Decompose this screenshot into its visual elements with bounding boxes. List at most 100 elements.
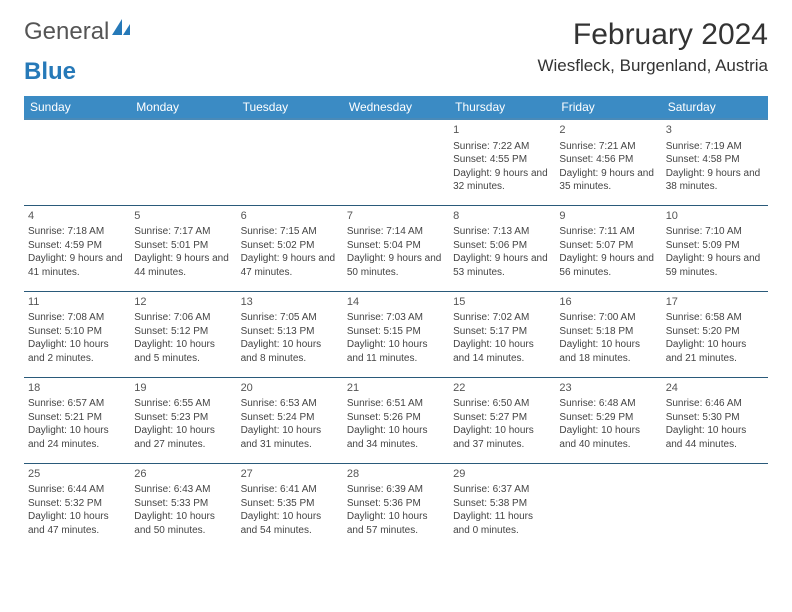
day-number: 23 <box>559 381 657 396</box>
day-detail-line: Sunset: 4:56 PM <box>559 153 657 167</box>
day-detail-line: Daylight: 10 hours and 40 minutes. <box>559 424 657 451</box>
day-detail-line: Sunset: 5:04 PM <box>347 239 445 253</box>
day-detail-line: Daylight: 10 hours and 50 minutes. <box>134 510 232 537</box>
day-detail-line: Sunrise: 7:11 AM <box>559 225 657 239</box>
day-detail-line: Sunset: 5:24 PM <box>241 411 339 425</box>
day-detail-line: Sunrise: 7:17 AM <box>134 225 232 239</box>
day-detail-line: Sunset: 5:36 PM <box>347 497 445 511</box>
day-cell <box>130 119 236 205</box>
day-detail-line: Daylight: 10 hours and 2 minutes. <box>28 338 126 365</box>
day-detail-line: Sunrise: 7:22 AM <box>453 140 551 154</box>
day-number: 15 <box>453 295 551 310</box>
day-detail-line: Sunset: 5:35 PM <box>241 497 339 511</box>
day-number: 13 <box>241 295 339 310</box>
weekday-header: Saturday <box>662 96 768 119</box>
day-number: 9 <box>559 209 657 224</box>
day-cell <box>24 119 130 205</box>
day-cell: 25Sunrise: 6:44 AMSunset: 5:32 PMDayligh… <box>24 463 130 549</box>
calendar-table: Sunday Monday Tuesday Wednesday Thursday… <box>24 96 768 549</box>
weekday-header: Monday <box>130 96 236 119</box>
day-detail-line: Daylight: 10 hours and 57 minutes. <box>347 510 445 537</box>
day-cell: 1Sunrise: 7:22 AMSunset: 4:55 PMDaylight… <box>449 119 555 205</box>
brand-logo: General <box>24 18 134 46</box>
weekday-header-row: Sunday Monday Tuesday Wednesday Thursday… <box>24 96 768 119</box>
day-cell: 4Sunrise: 7:18 AMSunset: 4:59 PMDaylight… <box>24 205 130 291</box>
day-detail-line: Sunset: 5:30 PM <box>666 411 764 425</box>
month-title: February 2024 <box>537 18 768 52</box>
day-number: 10 <box>666 209 764 224</box>
day-cell <box>237 119 343 205</box>
day-detail-line: Sunset: 5:12 PM <box>134 325 232 339</box>
day-cell: 3Sunrise: 7:19 AMSunset: 4:58 PMDaylight… <box>662 119 768 205</box>
brand-icon <box>112 18 134 46</box>
week-row: 25Sunrise: 6:44 AMSunset: 5:32 PM Dayligh… <box>24 463 768 549</box>
day-cell: 11Sunrise: 7:08 AMSunset: 5:10 PMDayligh… <box>24 291 130 377</box>
day-number: 24 <box>666 381 764 396</box>
week-row: 18Sunrise: 6:57 AMSunset: 5:21 PMDayligh… <box>24 377 768 463</box>
day-number: 28 <box>347 467 445 482</box>
day-cell: 29Sunrise: 6:37 AMSunset: 5:38 PMDayligh… <box>449 463 555 549</box>
day-cell: 28Sunrise: 6:39 AMSunset: 5:36 PMDayligh… <box>343 463 449 549</box>
title-block: February 2024 Wiesfleck, Burgenland, Aus… <box>537 18 768 76</box>
day-number: 19 <box>134 381 232 396</box>
day-detail-line: Sunrise: 7:18 AM <box>28 225 126 239</box>
day-detail-line: Daylight: 10 hours and 18 minutes. <box>559 338 657 365</box>
day-number: 17 <box>666 295 764 310</box>
day-number: 12 <box>134 295 232 310</box>
day-detail-line: Daylight: 10 hours and 44 minutes. <box>666 424 764 451</box>
day-detail-line: Daylight: 10 hours and 8 minutes. <box>241 338 339 365</box>
day-cell: 18Sunrise: 6:57 AMSunset: 5:21 PMDayligh… <box>24 377 130 463</box>
day-number: 3 <box>666 123 764 138</box>
day-detail-line: Sunset: 5:07 PM <box>559 239 657 253</box>
day-detail-line: Sunrise: 6:51 AM <box>347 397 445 411</box>
weekday-header: Wednesday <box>343 96 449 119</box>
day-detail-line: Sunrise: 7:08 AM <box>28 311 126 325</box>
day-detail-line: Sunset: 5:06 PM <box>453 239 551 253</box>
day-cell: 8Sunrise: 7:13 AMSunset: 5:06 PMDaylight… <box>449 205 555 291</box>
calendar-body: 1Sunrise: 7:22 AMSunset: 4:55 PMDaylight… <box>24 119 768 549</box>
weekday-header: Friday <box>555 96 661 119</box>
day-detail-line: Sunrise: 6:48 AM <box>559 397 657 411</box>
day-detail-line: Sunrise: 6:55 AM <box>134 397 232 411</box>
day-detail-line: Sunrise: 6:39 AM <box>347 483 445 497</box>
day-detail-line: Daylight: 10 hours and 21 minutes. <box>666 338 764 365</box>
day-cell: 23Sunrise: 6:48 AMSunset: 5:29 PMDayligh… <box>555 377 661 463</box>
day-cell <box>555 463 661 549</box>
day-detail-line: Sunset: 5:27 PM <box>453 411 551 425</box>
day-number: 25 <box>28 467 126 482</box>
day-cell <box>662 463 768 549</box>
day-detail-line: Sunset: 5:10 PM <box>28 325 126 339</box>
day-cell: 20Sunrise: 6:53 AMSunset: 5:24 PMDayligh… <box>237 377 343 463</box>
day-number: 18 <box>28 381 126 396</box>
day-detail-line: Daylight: 9 hours and 35 minutes. <box>559 167 657 194</box>
day-detail-line: Daylight: 9 hours and 44 minutes. <box>134 252 232 279</box>
day-cell <box>343 119 449 205</box>
day-detail-line: Sunrise: 6:50 AM <box>453 397 551 411</box>
day-cell: 13Sunrise: 7:05 AMSunset: 5:13 PMDayligh… <box>237 291 343 377</box>
day-detail-line: Sunrise: 7:10 AM <box>666 225 764 239</box>
day-detail-line: Sunset: 5:15 PM <box>347 325 445 339</box>
day-detail-line: Sunset: 5:18 PM <box>559 325 657 339</box>
day-cell: 21Sunrise: 6:51 AMSunset: 5:26 PMDayligh… <box>343 377 449 463</box>
day-detail-line: Sunrise: 6:53 AM <box>241 397 339 411</box>
day-detail-line: Sunset: 5:32 PM <box>28 497 126 511</box>
day-detail-line: Sunset: 5:02 PM <box>241 239 339 253</box>
day-number: 26 <box>134 467 232 482</box>
day-detail-line: Daylight: 9 hours and 53 minutes. <box>453 252 551 279</box>
week-row: 1Sunrise: 7:22 AMSunset: 4:55 PMDaylight… <box>24 119 768 205</box>
day-detail-line: Sunrise: 6:44 AM <box>28 483 126 497</box>
day-cell: 24Sunrise: 6:46 AMSunset: 5:30 PMDayligh… <box>662 377 768 463</box>
day-number: 5 <box>134 209 232 224</box>
day-cell: 16Sunrise: 7:00 AMSunset: 5:18 PMDayligh… <box>555 291 661 377</box>
day-cell: 7Sunrise: 7:14 AMSunset: 5:04 PMDaylight… <box>343 205 449 291</box>
day-number: 2 <box>559 123 657 138</box>
day-cell: 22Sunrise: 6:50 AMSunset: 5:27 PMDayligh… <box>449 377 555 463</box>
day-cell: 12Sunrise: 7:06 AMSunset: 5:12 PMDayligh… <box>130 291 236 377</box>
day-detail-line: Sunset: 5:01 PM <box>134 239 232 253</box>
location: Wiesfleck, Burgenland, Austria <box>537 56 768 76</box>
day-detail-line: Sunset: 5:21 PM <box>28 411 126 425</box>
day-detail-line: Sunrise: 7:06 AM <box>134 311 232 325</box>
day-detail-line: Daylight: 10 hours and 11 minutes. <box>347 338 445 365</box>
day-detail-line: Sunset: 5:33 PM <box>134 497 232 511</box>
day-cell: 2Sunrise: 7:21 AMSunset: 4:56 PMDaylight… <box>555 119 661 205</box>
